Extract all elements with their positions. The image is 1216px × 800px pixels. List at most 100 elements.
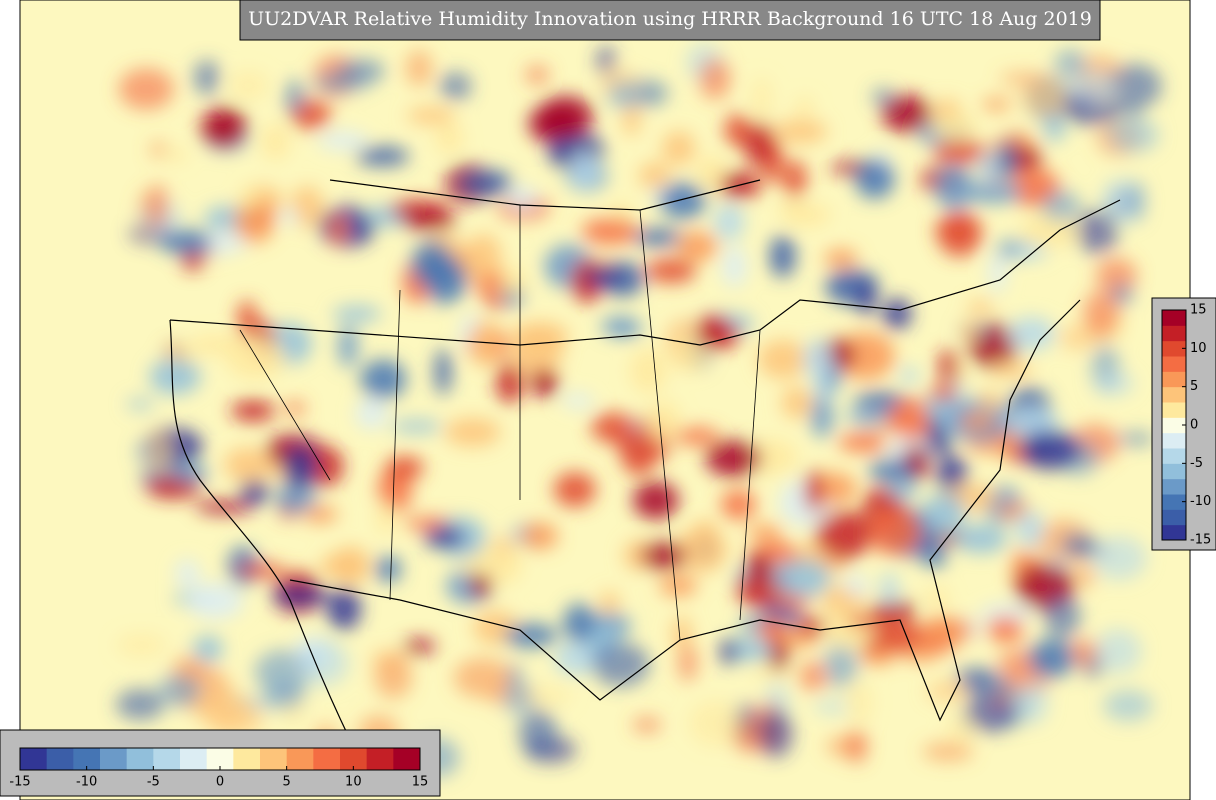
- humidity-blob: [727, 637, 771, 662]
- humidity-blob: [769, 235, 796, 278]
- humidity-blob: [804, 469, 823, 513]
- humidity-blob: [857, 280, 876, 317]
- colorbar-swatch: [20, 748, 48, 770]
- colorbar-tick-label: -5: [147, 775, 160, 790]
- colorbar-tick-label: 5: [1190, 379, 1198, 394]
- humidity-blob: [159, 229, 213, 255]
- colorbar-tick-label: -15: [1190, 533, 1211, 548]
- humidity-blob: [824, 248, 858, 269]
- humidity-blob: [961, 321, 980, 342]
- humidity-blob: [302, 505, 338, 523]
- colorbar-swatch: [393, 748, 421, 770]
- humidity-blob: [173, 463, 210, 482]
- humidity-blob: [518, 707, 557, 755]
- humidity-blob: [1015, 510, 1044, 547]
- humidity-blob: [979, 604, 1034, 623]
- humidity-blob: [813, 699, 852, 714]
- humidity-blob: [187, 582, 244, 620]
- humidity-blob: [458, 169, 513, 198]
- humidity-blob: [326, 587, 362, 630]
- colorbar-swatch: [1162, 325, 1186, 342]
- humidity-blob: [880, 571, 899, 606]
- humidity-blob: [237, 300, 257, 340]
- humidity-blob: [274, 484, 317, 513]
- humidity-blob: [746, 552, 770, 578]
- colorbar-swatch: [1162, 432, 1186, 449]
- humidity-blob: [705, 439, 762, 477]
- humidity-blob: [157, 674, 202, 707]
- humidity-blob: [240, 186, 259, 212]
- humidity-blob: [235, 563, 285, 578]
- humidity-blob: [182, 250, 204, 271]
- colorbar-swatch: [73, 748, 101, 770]
- humidity-blob: [629, 348, 667, 394]
- humidity-blob: [434, 348, 452, 396]
- humidity-blob: [989, 252, 1007, 293]
- colorbar-swatch: [1162, 402, 1186, 418]
- humidity-blob: [743, 122, 776, 166]
- humidity-blob: [1094, 628, 1142, 674]
- humidity-blob: [926, 680, 970, 702]
- humidity-blob: [511, 321, 569, 351]
- humidity-blob: [284, 79, 305, 115]
- humidity-blob: [713, 203, 745, 241]
- humidity-blob: [632, 717, 662, 733]
- colorbar-swatch: [1162, 310, 1186, 326]
- humidity-blob: [721, 245, 747, 288]
- colorbar-swatch: [1162, 509, 1186, 526]
- humidity-blob: [846, 680, 873, 725]
- humidity-blob: [922, 617, 975, 643]
- humidity-blob: [1041, 190, 1081, 223]
- humidity-blob: [748, 524, 783, 542]
- colorbar-tick-label: -10: [76, 775, 97, 790]
- colorbar-tick-label: 5: [283, 775, 291, 790]
- humidity-blob: [147, 183, 168, 228]
- humidity-blob: [439, 72, 472, 101]
- humidity-blob: [338, 59, 386, 83]
- humidity-blob: [982, 98, 1011, 111]
- colorbar-tick-label: 10: [1190, 341, 1207, 356]
- humidity-blob: [585, 267, 621, 287]
- humidity-blob: [277, 209, 301, 223]
- humidity-blob: [881, 94, 932, 133]
- humidity-blob: [355, 146, 410, 167]
- humidity-blob: [794, 617, 829, 636]
- colorbar-swatch: [260, 748, 288, 770]
- horizontal-colorbar: -15 -10 -5 0 5 10 15: [9, 747, 428, 790]
- humidity-blob: [623, 103, 640, 137]
- humidity-blob: [175, 559, 200, 588]
- humidity-blob: [1075, 563, 1095, 589]
- humidity-blob: [116, 688, 165, 721]
- humidity-blob: [284, 401, 306, 415]
- humidity-blob: [506, 186, 539, 212]
- humidity-blob: [775, 631, 818, 647]
- humidity-blob: [1020, 429, 1081, 470]
- humidity-blob: [838, 433, 889, 453]
- humidity-blob: [997, 140, 1016, 180]
- humidity-blob: [1108, 118, 1159, 153]
- humidity-blob: [1083, 290, 1121, 339]
- colorbar-swatch: [313, 748, 341, 770]
- humidity-blob: [689, 700, 742, 747]
- humidity-blob: [936, 455, 968, 493]
- humidity-blob: [882, 297, 912, 330]
- humidity-blob: [1054, 49, 1087, 77]
- title: UU2DVAR Relative Humidity Innovation usi…: [248, 8, 1092, 30]
- humidity-blob: [925, 588, 950, 609]
- humidity-blob: [1116, 432, 1156, 446]
- humidity-blob: [937, 210, 982, 257]
- humidity-blob: [525, 65, 550, 85]
- humidity-blob: [845, 407, 888, 426]
- colorbar-swatch: [206, 748, 234, 770]
- humidity-blob: [483, 294, 505, 309]
- humidity-blob: [591, 642, 650, 687]
- humidity-blob: [999, 72, 1048, 85]
- humidity-blob: [1107, 64, 1162, 109]
- humidity-blob: [562, 393, 594, 409]
- humidity-blob: [662, 131, 696, 166]
- humidity-blob: [810, 396, 834, 438]
- colorbar-swatch: [1162, 494, 1186, 510]
- humidity-blob: [1091, 536, 1147, 581]
- humidity-blob: [921, 543, 947, 569]
